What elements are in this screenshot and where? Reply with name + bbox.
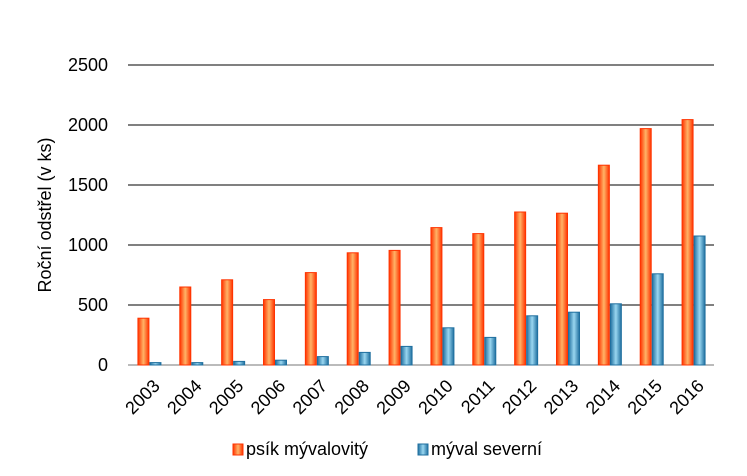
gridlines [128, 64, 714, 366]
x-tick-label: 2011 [457, 376, 499, 418]
y-tick-label: 0 [98, 355, 108, 375]
y-tick-label: 1000 [68, 235, 108, 255]
x-tick-label: 2003 [121, 376, 163, 418]
x-tick-label: 2016 [665, 376, 707, 418]
bar-myval-2003 [149, 362, 162, 366]
x-axis-ticks: 2003 2004 2005 2006 2007 2008 2009 2010 2011 2012… [121, 376, 708, 418]
bar-psik-2010 [430, 227, 443, 366]
bar-psik-2006 [263, 299, 275, 366]
bar-myval-2012 [526, 315, 539, 366]
x-tick-label: 2005 [205, 376, 247, 418]
bar-psik-2012 [514, 211, 527, 366]
bar-myval-2011 [484, 336, 497, 366]
x-tick-label: 2013 [540, 376, 582, 418]
bar-myval-2016 [693, 235, 706, 366]
bar-psik-2009 [388, 249, 401, 366]
bar-myval-2007 [316, 356, 329, 366]
legend-swatch [232, 443, 244, 456]
bar-psik-2011 [472, 233, 485, 366]
x-tick-label: 2010 [414, 376, 456, 418]
y-tick-label: 500 [78, 295, 108, 315]
y-axis-title: Roční odstřel (v ks) [35, 137, 55, 292]
legend-swatch [417, 443, 429, 456]
legend-label: psík mývalovitý [246, 439, 368, 459]
bar-psik-2005 [221, 279, 234, 366]
x-tick-label: 2014 [582, 376, 624, 418]
x-tick-label: 2008 [331, 376, 373, 418]
bar-psik-2004 [179, 286, 192, 366]
bar-myval-2006 [275, 359, 287, 366]
bar-myval-2010 [442, 327, 455, 366]
legend-label: mýval severní [431, 439, 542, 459]
bar-myval-2014 [609, 303, 622, 366]
y-tick-label: 1500 [68, 175, 108, 195]
y-tick-label: 2000 [68, 115, 108, 135]
x-tick-label: 2004 [163, 376, 205, 418]
x-tick-label: 2015 [624, 376, 666, 418]
bar-myval-2015 [651, 273, 664, 366]
x-tick-label: 2009 [372, 376, 414, 418]
bar-myval-2005 [233, 360, 246, 366]
bar-myval-2008 [358, 351, 371, 366]
bars [137, 119, 706, 366]
y-tick-label: 2500 [68, 55, 108, 75]
bar-psik-2003 [137, 317, 150, 366]
bar-myval-2009 [400, 345, 413, 366]
bar-psik-2016 [681, 119, 694, 366]
bar-psik-2014 [597, 164, 610, 366]
bar-psik-2013 [556, 212, 568, 366]
bar-psik-2015 [639, 128, 652, 366]
bar-myval-2013 [568, 311, 580, 366]
y-axis-ticks: 0 500 1000 1500 2000 2500 [68, 55, 108, 375]
legend: psík mývalovitý mýval severní [232, 439, 542, 459]
bar-psik-2008 [346, 252, 359, 366]
bar-myval-2004 [191, 362, 204, 366]
bar-psik-2007 [304, 272, 317, 366]
x-tick-label: 2012 [498, 376, 540, 418]
x-tick-label: 2007 [289, 376, 331, 418]
x-tick-label: 2006 [247, 376, 289, 418]
